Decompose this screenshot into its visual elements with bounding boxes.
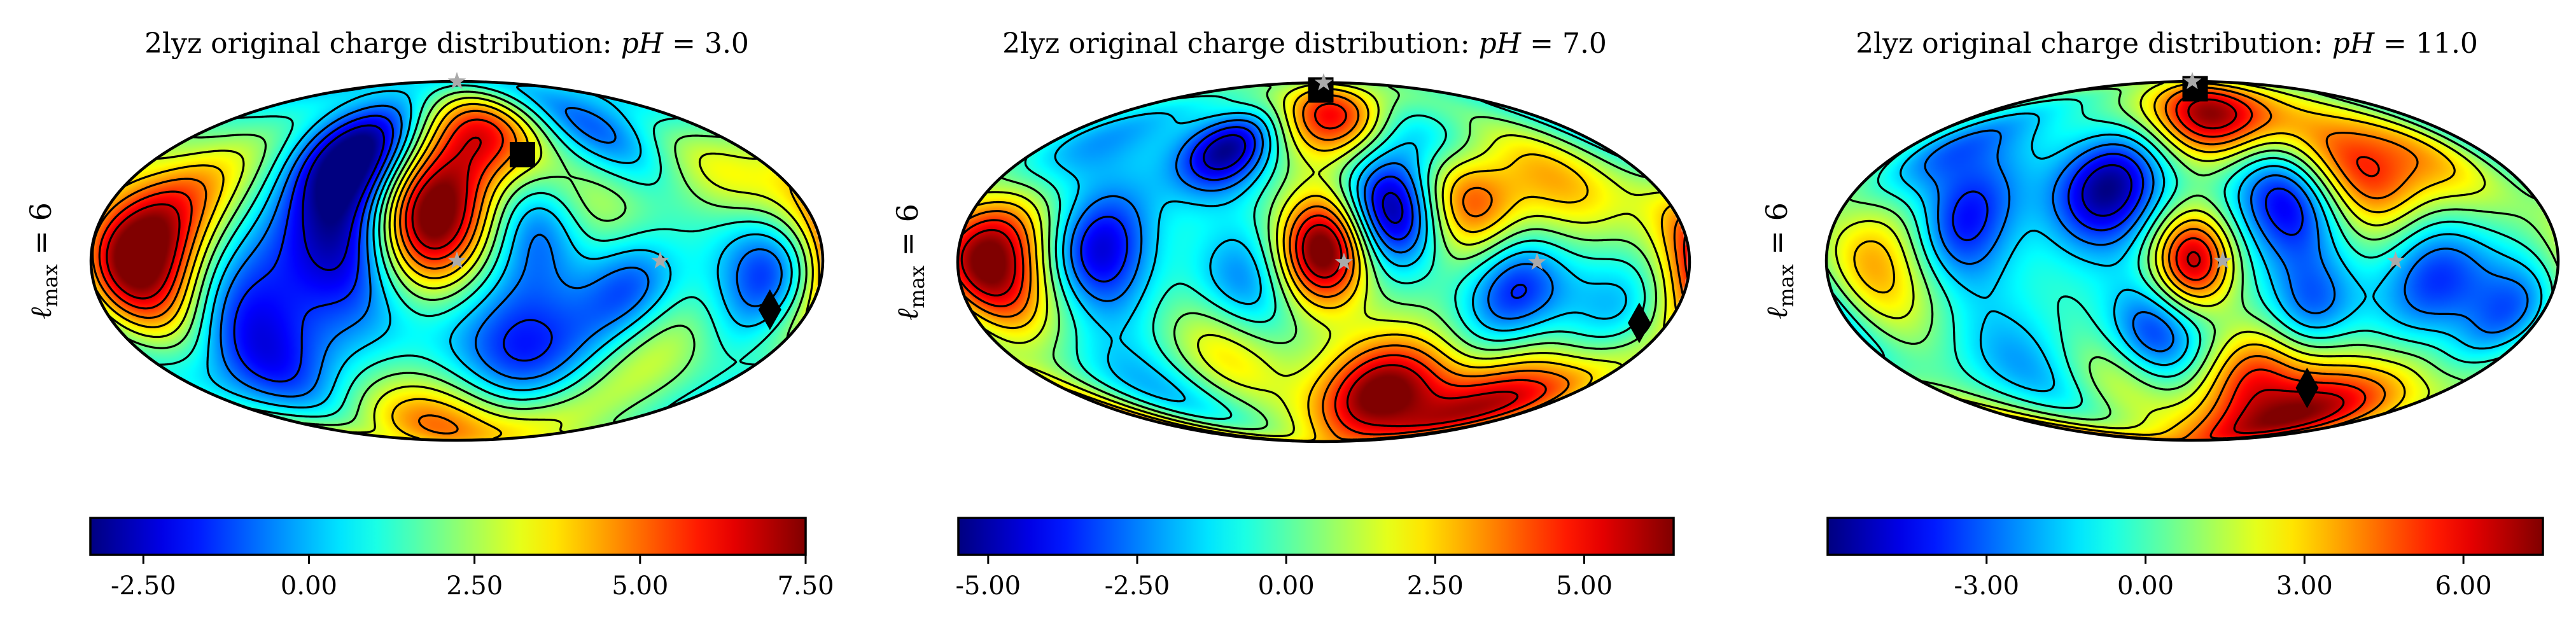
colorbar-gradient: [957, 517, 1675, 556]
star-marker: [447, 72, 466, 90]
chart-title-variable: pH: [2332, 27, 2376, 60]
chart-title-prefix: 2lyz original charge distribution:: [144, 27, 621, 60]
contour-level: [106, 97, 814, 434]
diamond-marker: [758, 289, 781, 330]
contour-level: [1080, 126, 1527, 299]
contour-level: [206, 85, 793, 408]
y-axis-label-sub: max: [905, 265, 929, 308]
colorbar-tick-label: 2.50: [446, 571, 503, 601]
colorbar-gradient: [1826, 517, 2544, 556]
heatmap-surface: [1826, 81, 2558, 440]
y-axis-label-value: = 6: [24, 202, 58, 264]
contour-level: [125, 90, 808, 426]
chart-title-value: = 7.0: [1521, 27, 1607, 60]
y-axis-label-value: = 6: [890, 204, 925, 265]
contour-level: [92, 109, 517, 435]
y-axis-label-sub: max: [38, 264, 62, 307]
chart-title-prefix: 2lyz original charge distribution:: [1002, 27, 1479, 60]
colorbar-tick-label: 0.00: [1258, 571, 1315, 601]
contour-level: [233, 115, 553, 383]
chart-title: 2lyz original charge distribution: pH = …: [1002, 27, 1607, 60]
chart-title: 2lyz original charge distribution: pH = …: [1856, 27, 2478, 60]
y-axis-label-main: ℓ: [1760, 307, 1794, 319]
colorbar-tick-label: -2.50: [111, 571, 176, 601]
colorbar-tick-label: 6.00: [2435, 571, 2492, 601]
colorbar: -2.50 0.00 2.50 5.00 7.50: [89, 517, 834, 601]
square-marker: [509, 142, 535, 168]
diamond-marker: [2295, 367, 2319, 408]
chart-title: 2lyz original charge distribution: pH = …: [144, 27, 749, 60]
chart-panel-3: 2lyz original charge distribution: pH = …: [1760, 27, 2560, 601]
contour-level: [1070, 119, 1554, 320]
y-axis-label: ℓmax = 6: [1760, 202, 1798, 319]
y-axis-label-sub: max: [1774, 264, 1798, 307]
star-marker: [447, 251, 466, 269]
colorbar-tick-label: 5.00: [1556, 571, 1613, 601]
y-axis-label-value: = 6: [1760, 202, 1794, 264]
contour-level: [1054, 111, 1627, 403]
colorbar-gradient: [89, 517, 807, 556]
contour-level: [1024, 95, 1646, 420]
contour-level: [1924, 129, 2529, 352]
contour-level: [1900, 112, 2543, 393]
y-axis-label: ℓmax = 6: [24, 202, 62, 319]
chart-panel-1: 2lyz original charge distribution: pH = …: [24, 27, 834, 601]
contour-level: [960, 223, 1519, 428]
y-axis-label-main: ℓ: [24, 307, 58, 319]
colorbar-tick-label: 7.50: [777, 571, 834, 601]
contour-level: [958, 102, 1689, 436]
contour-level: [98, 118, 504, 310]
star-marker: [1528, 253, 1546, 270]
colorbar-tick-label: 0.00: [281, 571, 337, 601]
contour-level: [1826, 87, 2558, 421]
colorbar: -5.00 -2.50 0.00 2.50 5.00: [956, 517, 1675, 601]
star-marker: [1314, 73, 1333, 91]
contour-level: [1952, 153, 2304, 242]
contour-level: [1831, 98, 2554, 409]
colorbar-tick-label: 0.00: [2117, 571, 2174, 601]
y-axis-label-main: ℓ: [890, 308, 925, 321]
chart-title-prefix: 2lyz original charge distribution:: [1856, 27, 2332, 60]
star-marker: [2183, 72, 2202, 90]
chart-title-value: = 11.0: [2374, 27, 2478, 60]
colorbar: -3.00 0.00 3.00 6.00: [1826, 517, 2544, 601]
star-marker: [651, 251, 669, 269]
star-marker: [2213, 251, 2232, 269]
y-axis-label: ℓmax = 6: [890, 204, 929, 321]
colorbar-tick-label: 3.00: [2276, 571, 2333, 601]
colorbar-tick-label: -3.00: [1954, 571, 2019, 601]
contour-level: [106, 136, 482, 300]
contour-level: [1203, 134, 1404, 224]
star-marker: [1334, 253, 1354, 270]
contour-level: [302, 124, 386, 271]
star-marker: [2386, 251, 2405, 269]
heatmap-surface: [958, 83, 1690, 442]
contour-level: [2081, 164, 2132, 217]
colorbar-tick-label: -5.00: [956, 571, 1021, 601]
diamond-marker: [1627, 302, 1651, 344]
chart-title-variable: pH: [1479, 27, 1522, 60]
colorbar-tick-label: 2.50: [1407, 571, 1464, 601]
chart-title-variable: pH: [621, 27, 664, 60]
chart-panel-2: 2lyz original charge distribution: pH = …: [890, 27, 1691, 601]
colorbar-tick-label: -2.50: [1105, 571, 1170, 601]
chart-title-value: = 3.0: [663, 27, 749, 60]
contour-level: [220, 104, 783, 398]
colorbar-tick-label: 5.00: [612, 571, 668, 601]
